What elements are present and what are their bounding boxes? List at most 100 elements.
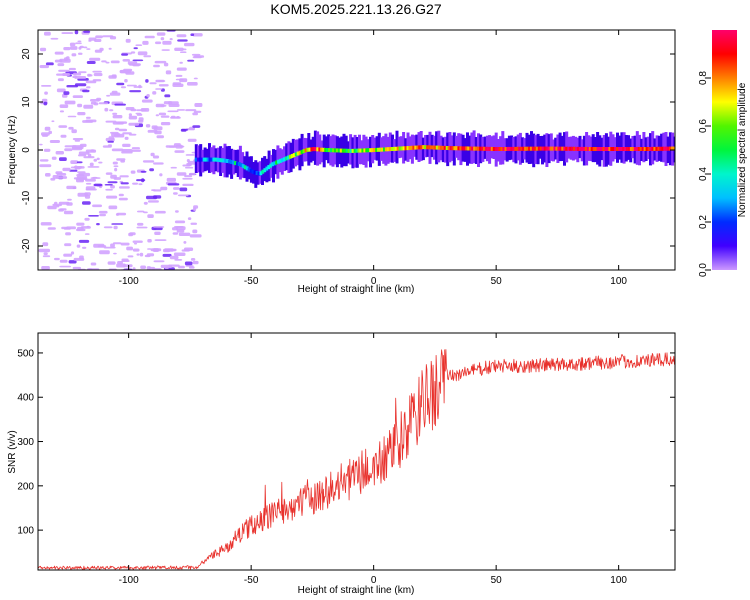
track-core-cell (533, 146, 537, 151)
track-core-cell (673, 146, 675, 151)
noise-speckle (70, 251, 75, 255)
noise-speckle (151, 189, 156, 191)
noise-speckle (147, 214, 154, 218)
track-core-cell (367, 148, 371, 153)
track-core-cell (285, 156, 288, 161)
noise-speckle (57, 63, 65, 67)
track-core-cell (422, 145, 425, 150)
noise-speckle (73, 257, 85, 261)
colorbar: 0.0 0.2 0.4 0.6 0.8 Normalized spectral ampl… (698, 30, 748, 277)
noise-speckle (101, 60, 107, 63)
track-core-cell (337, 148, 341, 153)
track-core-cell (351, 148, 355, 153)
noise-speckle (90, 149, 95, 152)
spectrogram-x-ticks: -100 -50 0 50 100 (119, 30, 627, 287)
noise-speckle (70, 160, 78, 164)
track-core-cell (294, 152, 298, 157)
noise-speckle (74, 83, 87, 87)
y-tick-label: -20 (21, 238, 32, 253)
track-core-cell (659, 146, 663, 151)
track-core-cell (447, 146, 451, 151)
track-core-cell (210, 157, 214, 162)
track-core-cell (304, 148, 308, 153)
track-core-cell (567, 146, 570, 151)
track-core-cell (641, 147, 645, 151)
noise-speckle (152, 91, 157, 95)
noise-speckle (111, 223, 124, 225)
noise-speckle (182, 183, 194, 186)
snr-x-label: Height of straight line (km) (298, 585, 415, 596)
noise-speckle (78, 239, 90, 243)
noise-speckle (176, 34, 187, 38)
noise-speckle (130, 108, 137, 112)
noise-speckle (187, 82, 198, 86)
noise-speckle (113, 177, 121, 180)
track-core-cell (453, 146, 457, 151)
noise-speckle (39, 65, 49, 69)
track-core-cell (569, 146, 572, 151)
noise-speckle (141, 178, 145, 183)
track-core-cell (420, 145, 423, 150)
noise-speckle (164, 94, 171, 98)
spectrogram-x-label: Height of straight line (km) (298, 284, 415, 295)
noise-speckle (125, 38, 131, 43)
track-core-cell (363, 148, 367, 153)
track-core-cell (237, 162, 241, 167)
noise-speckle (140, 170, 147, 173)
track-core-cell (334, 148, 337, 153)
track-core-cell (639, 147, 643, 151)
noise-speckle (69, 46, 78, 50)
noise-speckle (139, 252, 144, 257)
noise-speckle (152, 155, 160, 159)
track-core-cell (379, 147, 382, 152)
track-core-cell (232, 160, 235, 165)
noise-speckle (112, 161, 118, 165)
noise-speckle (113, 165, 119, 168)
noise-speckle (132, 59, 144, 62)
noise-speckle (137, 51, 148, 56)
track-core-cell (622, 147, 625, 151)
track-core-cell (339, 148, 343, 153)
noise-speckle (183, 241, 187, 244)
track-core-cell (375, 147, 378, 152)
noise-speckle (170, 166, 177, 169)
noise-speckle (86, 61, 96, 64)
noise-speckle (173, 143, 181, 147)
noise-speckle (95, 35, 103, 39)
noise-speckle (159, 173, 163, 177)
track-core-cell (369, 148, 372, 153)
track-core-cell (377, 147, 380, 152)
noise-speckle (184, 247, 194, 251)
track-core-cell (277, 159, 280, 164)
track-core-cell (198, 157, 202, 162)
track-core-cell (492, 147, 496, 151)
noise-speckle (141, 99, 153, 103)
track-core-cell (320, 147, 323, 152)
noise-speckle (121, 150, 133, 154)
track-core-cell (330, 148, 333, 153)
noise-speckle (94, 38, 102, 42)
snr-x-ticks: -100 -50 0 50 100 (119, 333, 627, 586)
track-core-cell (602, 147, 606, 151)
noise-speckle (111, 133, 121, 137)
x-tick-label: 50 (491, 575, 503, 586)
noise-speckle (133, 242, 138, 245)
x-tick-label: -50 (244, 575, 259, 586)
track-core-cell (341, 148, 345, 153)
noise-speckle (38, 248, 50, 253)
track-core-cell (208, 157, 212, 162)
noise-speckle (58, 201, 70, 205)
noise-speckle (135, 44, 143, 46)
noise-speckle (68, 126, 74, 130)
track-core-cell (273, 161, 276, 166)
noise-speckle (108, 47, 112, 50)
noise-speckle (64, 243, 72, 247)
noise-speckle (149, 82, 157, 85)
track-core-cell (608, 147, 612, 151)
noise-speckle (92, 79, 102, 82)
noise-speckle (146, 195, 158, 200)
noise-speckle (45, 62, 54, 66)
noise-speckle (69, 169, 78, 172)
